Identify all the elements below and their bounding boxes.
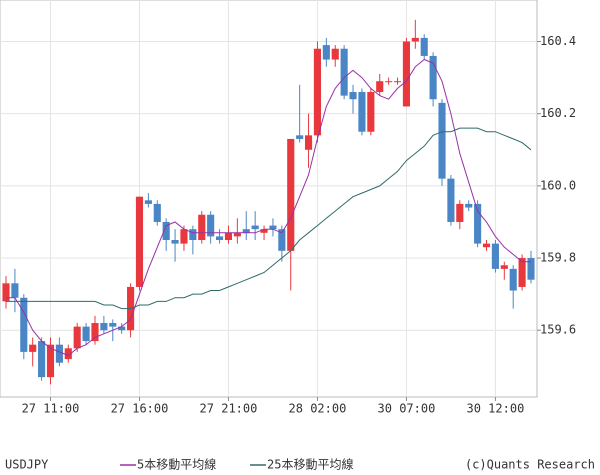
candle-body — [189, 229, 197, 241]
candle-body — [198, 214, 206, 241]
candle-body — [491, 243, 499, 269]
candle-body — [118, 326, 126, 331]
candle-body — [269, 225, 277, 230]
candle-body — [55, 344, 63, 363]
candle-body — [162, 221, 170, 241]
x-tick-label: 27 21:00 — [200, 402, 258, 416]
candle-body — [420, 37, 428, 56]
x-tick-label: 27 11:00 — [22, 402, 80, 416]
candle-body — [474, 203, 482, 244]
candle-body — [242, 229, 250, 233]
candle-body — [207, 214, 215, 237]
candle-body — [20, 297, 28, 352]
candle-body — [429, 55, 437, 100]
candle-body — [518, 258, 526, 287]
candle-body — [251, 225, 259, 230]
candle-body — [358, 92, 366, 132]
candle-body — [385, 81, 393, 83]
candle-body — [340, 48, 348, 96]
candle-body — [64, 348, 72, 360]
candle-body — [29, 344, 37, 352]
y-tick-label: 160.4 — [540, 34, 576, 48]
candle-body — [527, 258, 535, 280]
candle-body — [447, 178, 455, 222]
candle-body — [349, 92, 357, 100]
candle-body — [376, 81, 384, 93]
candle-body — [233, 232, 241, 237]
y-tick-label: 160.0 — [540, 178, 576, 192]
candle-body — [411, 37, 419, 42]
candle-body — [296, 135, 304, 139]
candle-body — [91, 323, 99, 342]
candle-body — [509, 268, 517, 291]
candle-body — [135, 196, 144, 287]
candle-body — [260, 229, 268, 233]
candle-body — [456, 203, 464, 222]
x-tick-label: 30 07:00 — [378, 402, 436, 416]
candle-body — [482, 243, 491, 248]
candle-body — [46, 344, 55, 378]
candle-body — [402, 41, 410, 107]
symbol: USDJPY — [5, 458, 49, 472]
candle-body — [322, 45, 330, 60]
candle-body — [180, 229, 188, 244]
legend-label: 5本移動平均線 — [137, 457, 216, 472]
ma-line — [6, 58, 531, 357]
x-tick-label: 27 16:00 — [111, 402, 169, 416]
candle-body — [304, 135, 313, 150]
candle-body — [144, 200, 152, 204]
candle-body — [393, 81, 402, 83]
candle-body — [73, 326, 81, 349]
candle-body — [216, 236, 224, 241]
candle-body — [153, 203, 161, 222]
candle-body — [82, 326, 90, 342]
candle-body — [109, 323, 117, 327]
x-tick-label: 30 12:00 — [467, 402, 525, 416]
candle-body — [313, 48, 321, 136]
candle-body — [465, 203, 473, 208]
x-tick-label: 28 02:00 — [289, 402, 347, 416]
candle-body — [367, 92, 375, 132]
candle-body — [438, 102, 446, 179]
candle-body — [500, 265, 508, 269]
candle-body — [224, 232, 233, 241]
y-tick-label: 159.6 — [540, 323, 576, 337]
candle-body — [2, 283, 10, 302]
candle-body — [11, 283, 19, 298]
y-tick-label: 159.8 — [540, 251, 576, 265]
legend-label: 25本移動平均線 — [267, 457, 353, 472]
ma-line — [6, 127, 532, 310]
candle-body — [287, 138, 295, 251]
candle-body — [331, 48, 339, 60]
candle-body — [38, 341, 46, 378]
candle-body — [278, 229, 286, 251]
copyright: (c)Quants Research — [465, 458, 595, 472]
candle-body — [171, 240, 179, 244]
y-tick-label: 160.2 — [540, 106, 576, 120]
candle-body — [100, 323, 108, 331]
